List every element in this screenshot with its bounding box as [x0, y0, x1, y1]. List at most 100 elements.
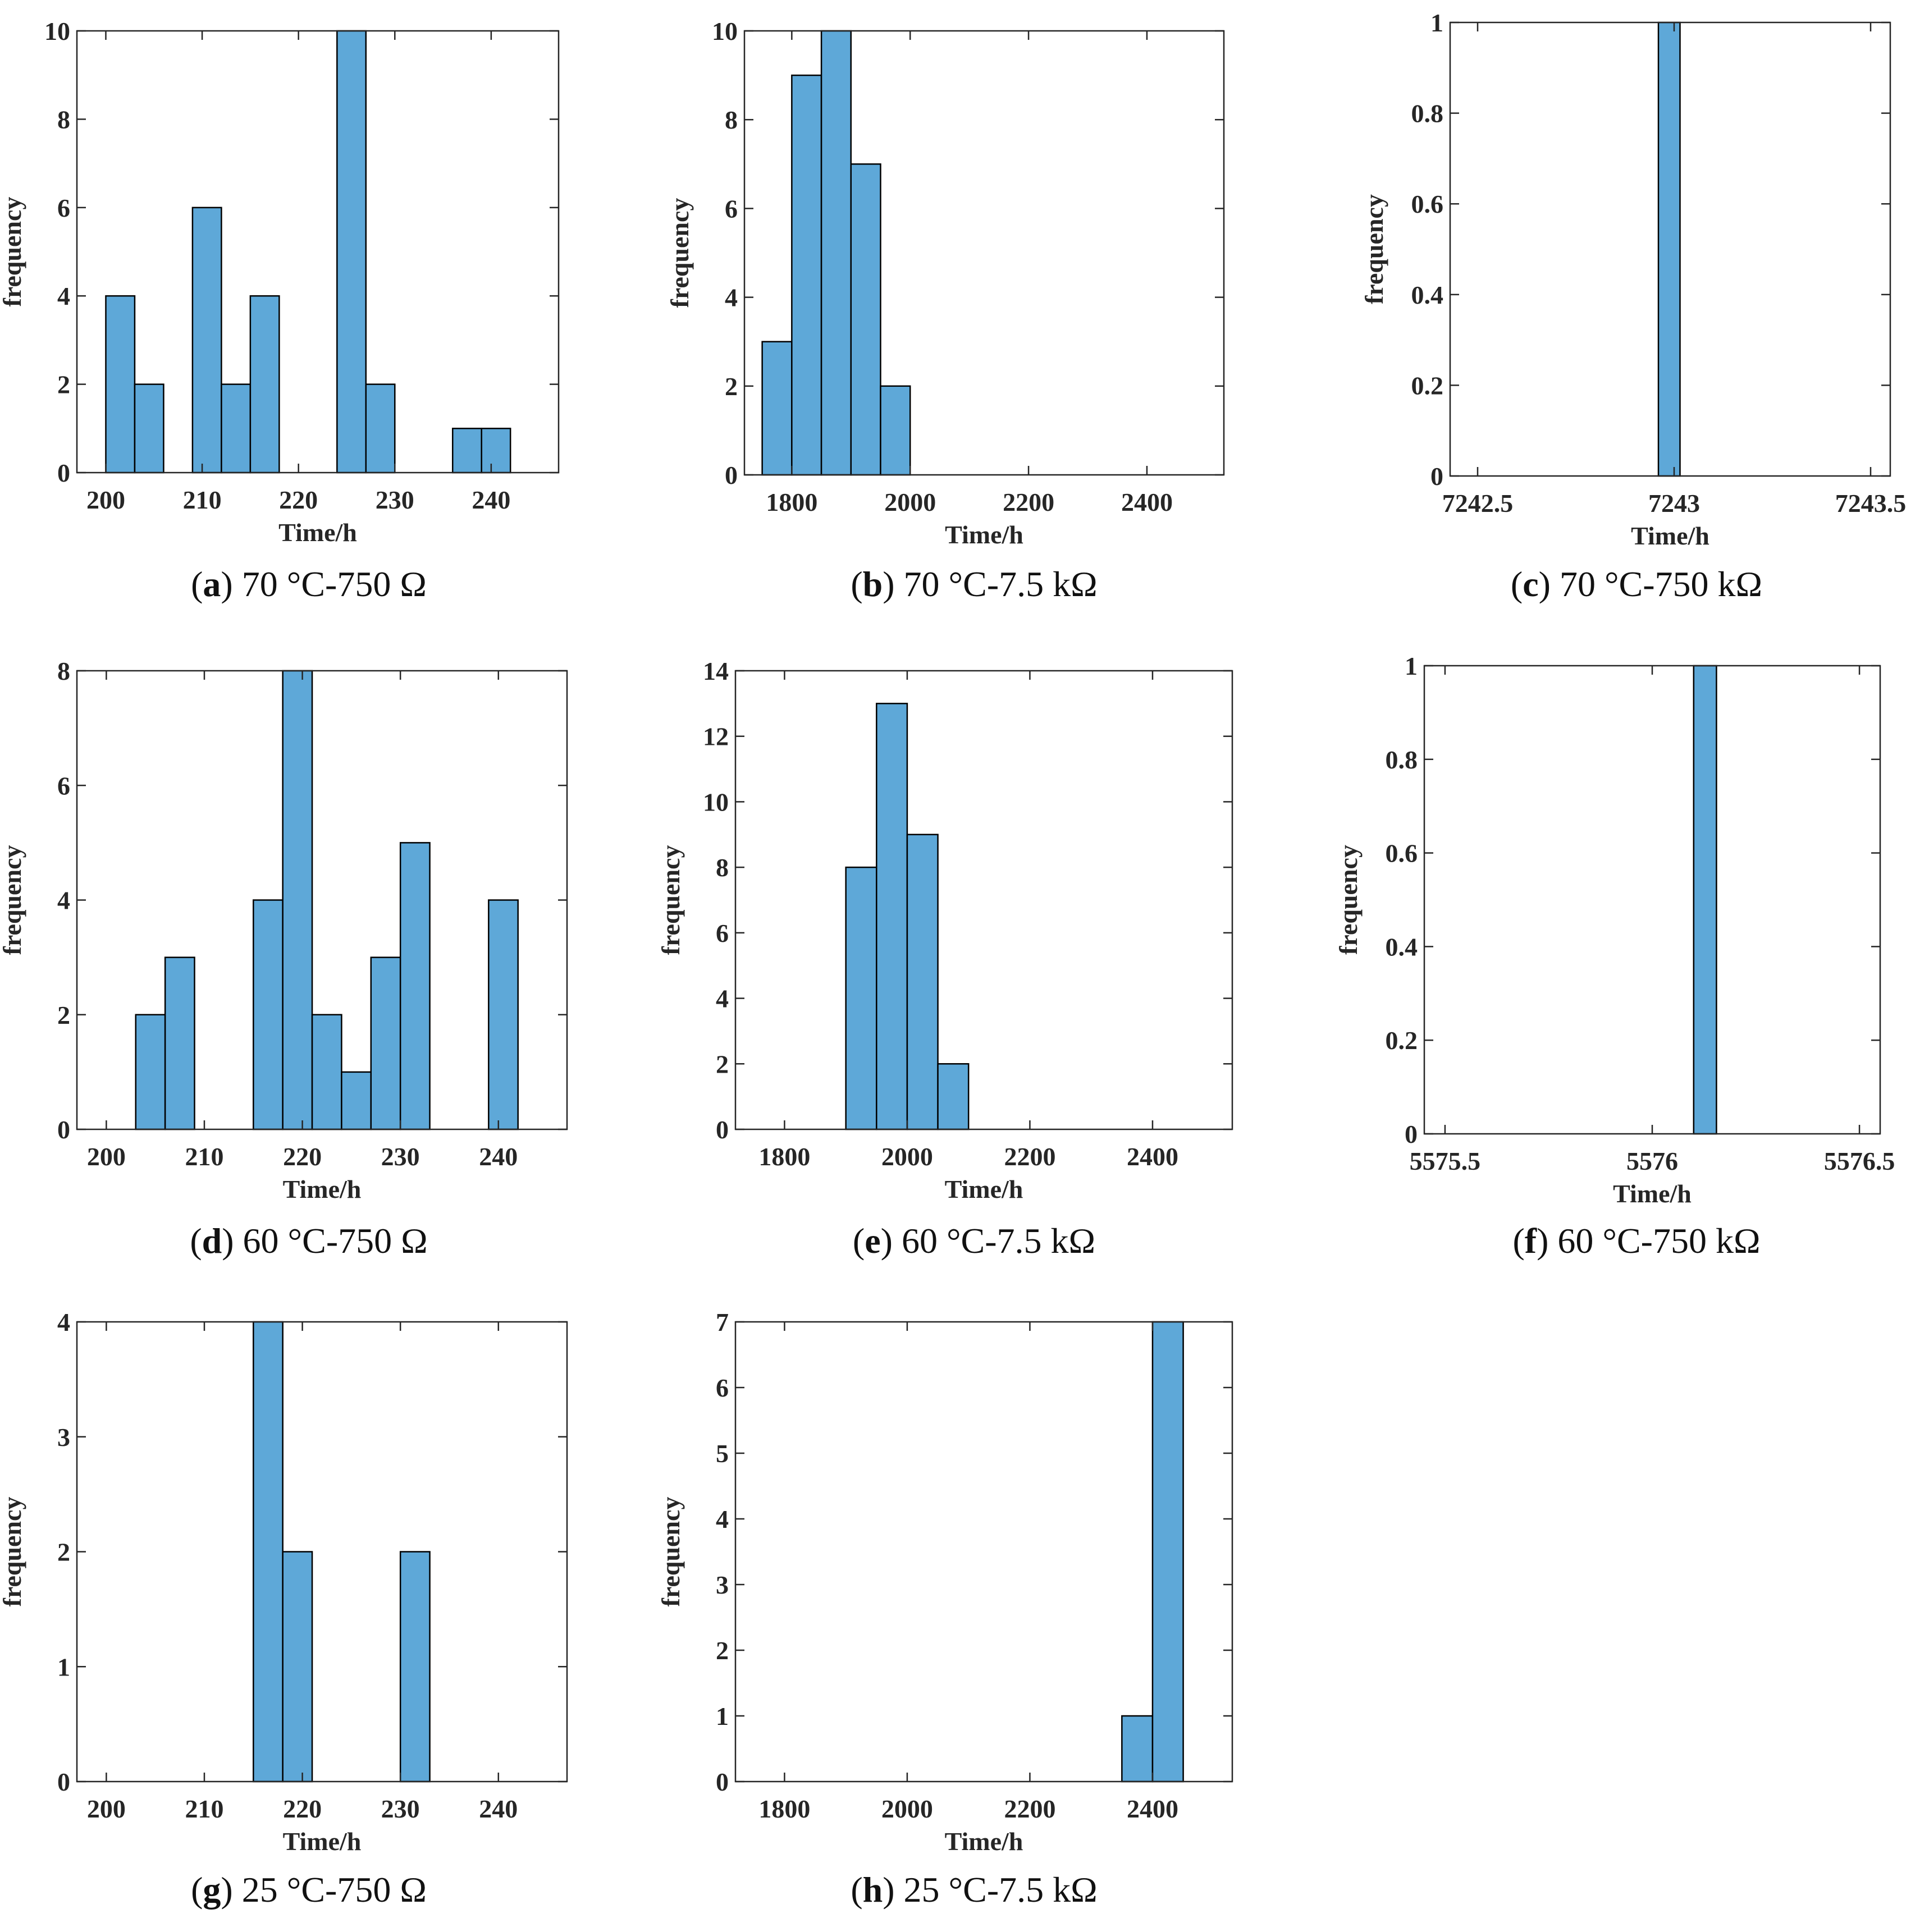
panel-e: 1800 2000 2200 2400 0 2 4 6 8 10 12 14 Time/h frequen…	[656, 657, 1233, 1261]
panel-d: 200 210 220 230 240 0 2 4 6 8 Time/h frequency (d) 6…	[0, 657, 568, 1261]
caption-text: 25 °C-7.5 kΩ	[904, 1870, 1098, 1910]
y-tick-label: 4	[57, 282, 70, 310]
y-tick-label: 6	[57, 771, 70, 800]
x-tick-label: 5576.5	[1824, 1147, 1895, 1175]
x-axis-label: Time/h	[1613, 1179, 1692, 1208]
histogram-bar	[336, 30, 367, 474]
caption-text: 60 °C-750 kΩ	[1557, 1221, 1760, 1261]
y-tick-label: 4	[716, 985, 729, 1013]
y-tick-label: 0.6	[1411, 190, 1444, 218]
caption-text: 60 °C-750 Ω	[243, 1221, 428, 1261]
y-tick-label: 14	[703, 657, 729, 685]
y-tick-label: 3	[716, 1571, 729, 1599]
y-tick-label: 12	[703, 722, 729, 751]
x-tick-label: 7243	[1648, 489, 1700, 518]
caption-close-paren: )	[883, 1870, 903, 1910]
histogram-bar	[906, 834, 939, 1130]
caption-close-paren: )	[221, 1870, 241, 1910]
x-tick-label: 2400	[1127, 1794, 1178, 1823]
y-tick-label: 2	[716, 1636, 729, 1665]
x-tick-label: 1800	[758, 1142, 810, 1171]
y-tick-label: 2	[57, 370, 70, 399]
x-tick-label: 2400	[1127, 1142, 1178, 1171]
x-tick-label: 2000	[884, 488, 936, 516]
y-tick-label: 1	[57, 1652, 70, 1681]
y-tick-label: 0.2	[1386, 1026, 1418, 1055]
y-tick-label: 8	[725, 106, 738, 134]
y-axis-label: frequency	[656, 845, 685, 955]
panel-b: 1800 2000 2200 2400 0 2 4 6 8 10 Time/h frequency (b…	[665, 17, 1225, 604]
panel-caption: (d) 60 °C-750 Ω	[190, 1221, 427, 1261]
y-tick-label: 1	[716, 1702, 729, 1730]
y-tick-label: 10	[712, 17, 738, 45]
histogram-bar	[1151, 1321, 1184, 1783]
y-axis-label: frequency	[1334, 845, 1363, 955]
x-tick-label: 230	[376, 486, 414, 514]
panel-caption: (e) 60 °C-7.5 kΩ	[853, 1221, 1095, 1261]
caption-close-paren: )	[1539, 564, 1560, 604]
caption-close-paren: )	[883, 564, 903, 604]
x-tick-label: 2000	[881, 1794, 933, 1823]
x-tick-label: 240	[479, 1794, 518, 1823]
x-tick-label: 7242.5	[1442, 489, 1514, 518]
y-tick-label: 0	[1405, 1120, 1418, 1148]
histogram-bar	[1657, 21, 1681, 477]
y-axis-label: frequency	[656, 1497, 685, 1607]
histogram-bar	[488, 899, 519, 1130]
y-tick-label: 6	[716, 919, 729, 947]
panel-a: 200 210 220 230 240 0 2 4 6 8 10 Time/h frequency (a)…	[0, 17, 560, 604]
y-tick-label: 6	[716, 1374, 729, 1402]
caption-open-paren: (	[853, 1221, 865, 1261]
caption-open-paren: (	[1511, 564, 1523, 604]
panel-c: 7242.5 7243 7243.5 0 0.2 0.4 0.6 0.8 1 Time/h freq…	[1360, 8, 1906, 604]
y-tick-label: 2	[57, 1001, 70, 1029]
histogram-bar	[845, 866, 877, 1130]
x-tick-label: 2400	[1121, 488, 1173, 516]
x-axis-label: Time/h	[283, 1827, 362, 1856]
histogram-bar	[451, 428, 482, 474]
plot-frame	[734, 670, 1233, 1130]
x-tick-label: 240	[472, 486, 510, 514]
y-tick-label: 0	[57, 1768, 70, 1796]
y-tick-label: 4	[57, 1308, 70, 1336]
histogram-bar	[365, 383, 396, 474]
y-tick-label: 1	[1405, 652, 1418, 680]
x-tick-label: 200	[87, 1794, 126, 1823]
histogram-bar	[282, 1551, 313, 1783]
x-tick-label: 2000	[881, 1142, 933, 1171]
caption-letter: d	[202, 1221, 222, 1261]
x-tick-label: 220	[283, 1142, 322, 1171]
histogram-bar	[937, 1063, 970, 1130]
panel-f: 5575.5 5576 5576.5 0 0.2 0.4 0.6 0.8 1 Time/h freq…	[1334, 652, 1895, 1261]
x-tick-label: 5575.5	[1410, 1147, 1481, 1175]
caption-letter: g	[203, 1870, 221, 1910]
y-tick-label: 10	[703, 788, 729, 816]
y-tick-label: 2	[725, 372, 738, 401]
y-tick-label: 4	[725, 283, 738, 312]
panel-g: 200 210 220 230 240 0 1 2 3 4 Time/h frequency (g) 2…	[0, 1308, 568, 1910]
histogram-bar	[105, 295, 136, 474]
x-axis-label: Time/h	[1631, 521, 1709, 550]
x-tick-label: 210	[185, 1142, 223, 1171]
x-tick-label: 220	[283, 1794, 322, 1823]
x-tick-label: 230	[381, 1794, 420, 1823]
y-tick-label: 0	[725, 461, 738, 489]
x-axis-label: Time/h	[945, 1175, 1023, 1203]
caption-text: 70 °C-750 kΩ	[1560, 564, 1762, 604]
y-tick-label: 3	[57, 1423, 70, 1452]
y-tick-label: 6	[57, 194, 70, 222]
histogram-bar	[761, 341, 793, 476]
histogram-bar	[850, 163, 881, 476]
plot-frame	[1449, 21, 1891, 477]
caption-open-paren: (	[1512, 1221, 1524, 1261]
y-tick-label: 7	[716, 1308, 729, 1336]
y-tick-label: 6	[725, 194, 738, 223]
caption-letter: a	[203, 564, 221, 604]
y-axis-label: frequency	[0, 845, 26, 955]
x-tick-label: 240	[479, 1142, 518, 1171]
histogram-bar	[481, 428, 511, 474]
x-tick-label: 2200	[1004, 1794, 1055, 1823]
caption-open-paren: (	[191, 1870, 203, 1910]
histogram-bar	[399, 1551, 431, 1783]
